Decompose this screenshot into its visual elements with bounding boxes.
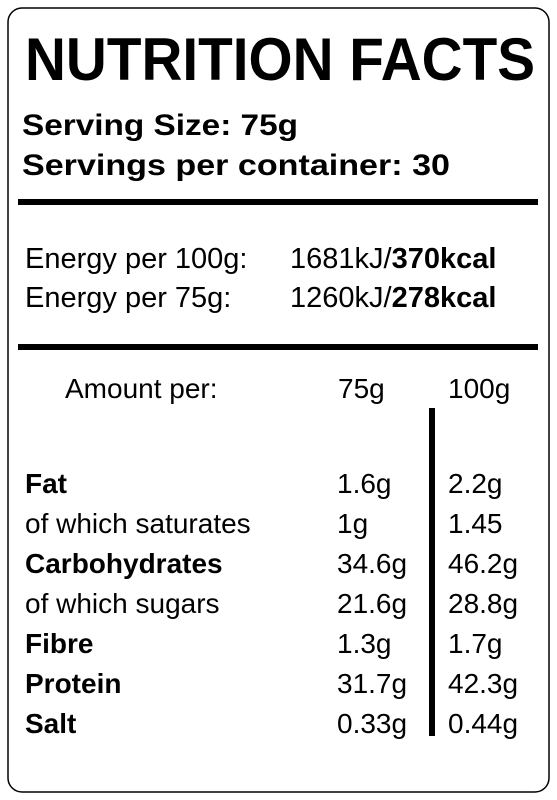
nutrient-name: Carbohydrates bbox=[25, 548, 223, 579]
nutrient-amount: 0.33g bbox=[337, 708, 407, 739]
nutrient-amount: 2.2g bbox=[448, 468, 503, 499]
title: NUTRITION FACTS bbox=[25, 26, 535, 93]
nutrient-amount: 1.6g bbox=[337, 468, 392, 499]
nutrient-amount: 28.8g bbox=[448, 588, 518, 619]
column-divider bbox=[429, 408, 435, 736]
nutrient-amount: 0.44g bbox=[448, 708, 518, 739]
nutrient-name: Protein bbox=[25, 668, 121, 699]
serving-size: Serving Size: 75g bbox=[22, 109, 298, 142]
energy-label: Energy per 75g: bbox=[25, 282, 231, 314]
nutrient-amount: 21.6g bbox=[337, 588, 407, 619]
nutrient-amount: 1.45 bbox=[448, 508, 503, 539]
nutrient-amount: 1.3g bbox=[337, 628, 392, 659]
nutrient-amount: 1.7g bbox=[448, 628, 503, 659]
energy-kcal: 278kcal bbox=[392, 282, 497, 314]
energy-kj: 1260kJ/ bbox=[290, 282, 393, 314]
energy-line: Energy per 75g: 1260kJ/278kcal bbox=[25, 282, 496, 314]
nutrient-amount: 1g bbox=[337, 508, 368, 539]
nutrient-name: Fat bbox=[25, 468, 67, 499]
energy-label: Energy per 100g: bbox=[25, 243, 247, 275]
nutrient-amount: 34.6g bbox=[337, 548, 407, 579]
energy-line: Energy per 100g: 1681kJ/370kcal bbox=[25, 243, 496, 275]
nutrient-table: Amount per: 75g 100g Fat 1.6g 2.2g of which sa… bbox=[25, 373, 518, 739]
divider bbox=[18, 344, 538, 350]
nutrient-amount: 31.7g bbox=[337, 668, 407, 699]
header-cell: Amount per: bbox=[65, 373, 218, 404]
divider bbox=[18, 199, 538, 205]
nutrient-name: Fibre bbox=[25, 628, 93, 659]
nutrient-name: Salt bbox=[25, 708, 76, 739]
nutrient-name: of which sugars bbox=[25, 588, 220, 619]
nutrient-amount: 42.3g bbox=[448, 668, 518, 699]
nutrient-amount: 46.2g bbox=[448, 548, 518, 579]
header-cell: 100g bbox=[448, 373, 510, 404]
energy-kcal: 370kcal bbox=[392, 243, 497, 275]
nutrient-name: of which saturates bbox=[25, 508, 251, 539]
servings-per-container: Servings per container: 30 bbox=[22, 149, 450, 182]
energy-kj: 1681kJ/ bbox=[290, 243, 393, 275]
header-cell: 75g bbox=[338, 373, 385, 404]
